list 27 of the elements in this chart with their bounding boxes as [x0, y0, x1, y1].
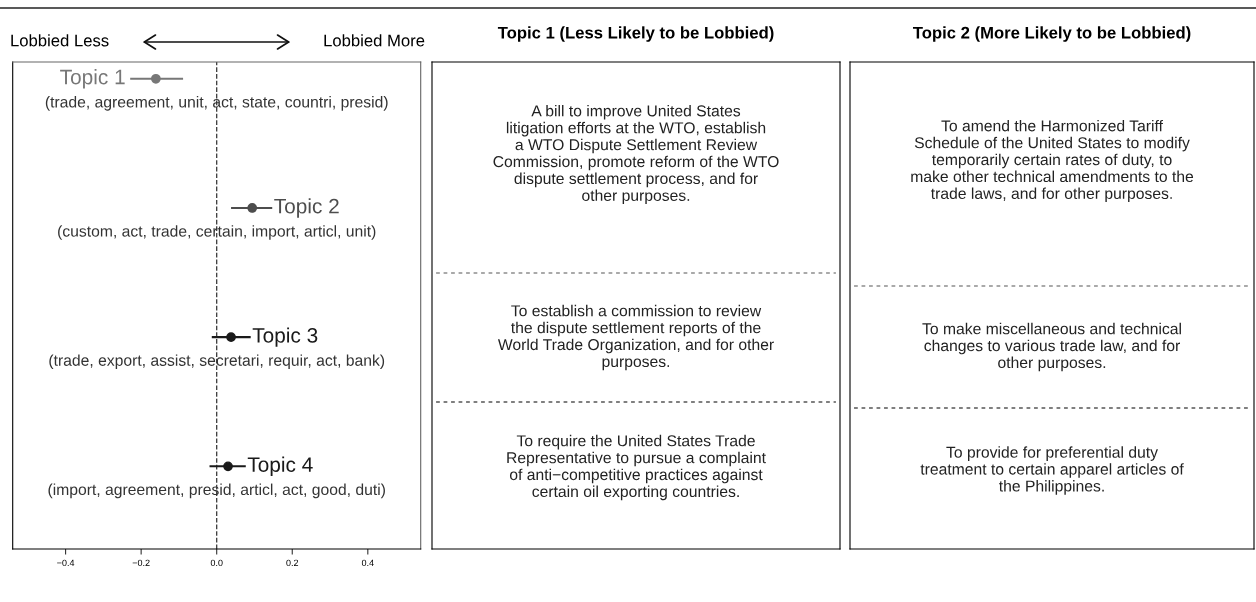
y-tick-label: Topic 4 — [247, 456, 313, 477]
point — [226, 332, 236, 343]
text: To amend the Harmonized Tariff Schedule of the United States to modify temporarily certain rates of duty, to make other technical amendments to the trade laws, and for other purposes. — [911, 119, 1194, 203]
y-tick-label: Topic 2 — [274, 198, 339, 218]
text: Topic 2 (More Likely to be Lobbied) — [912, 26, 1191, 42]
x-tick-label: 0.4 — [361, 559, 374, 567]
x-tick-label: 0.0 — [210, 559, 223, 567]
annotation: (import, agreement, presid, articl, act, good, duti) — [48, 483, 385, 499]
annotation: (trade, export, assist, secretari, requir, act, bank) — [49, 354, 385, 370]
text: To require the United States Trade Representative to pursue a complaint of anti−competitive practices against certain oil exporting countries. — [507, 434, 766, 501]
annotation: (custom, act, trade, certain, import, articl, unit) — [58, 225, 376, 240]
text: To provide for preferential duty treatment to certain apparel articles of the Philippines. — [920, 446, 1184, 495]
text: To make miscellaneous and technical changes to various trade law, and for other purposes. — [922, 322, 1181, 372]
point — [247, 203, 258, 213]
text: A bill to improve United States litigation efforts at the WTO, establish a WTO Dispute Settlement Review Commission, promote reform of the WTO dispute settlement process, and for other purposes. — [493, 104, 779, 205]
point — [151, 73, 161, 84]
annotation: (trade, agreement, unit, act, state, countri, presid) — [45, 96, 388, 111]
text: Lobbied More — [324, 34, 425, 47]
x-tick-label: 0.2 — [286, 559, 299, 567]
text: Lobbied Less — [11, 34, 109, 47]
text: Topic 1 (Less Likely to be Lobbied) — [497, 26, 774, 42]
point — [223, 461, 233, 472]
x-tick-label: −0.2 — [132, 559, 150, 567]
y-tick-label: Topic 3 — [252, 327, 318, 347]
y-tick-label: Topic 1 — [60, 69, 125, 89]
text: To establish a commission to review the dispute settlement reports of the World Trade Organization, and for other purposes. — [497, 304, 774, 371]
x-tick-label: −0.4 — [57, 559, 75, 567]
